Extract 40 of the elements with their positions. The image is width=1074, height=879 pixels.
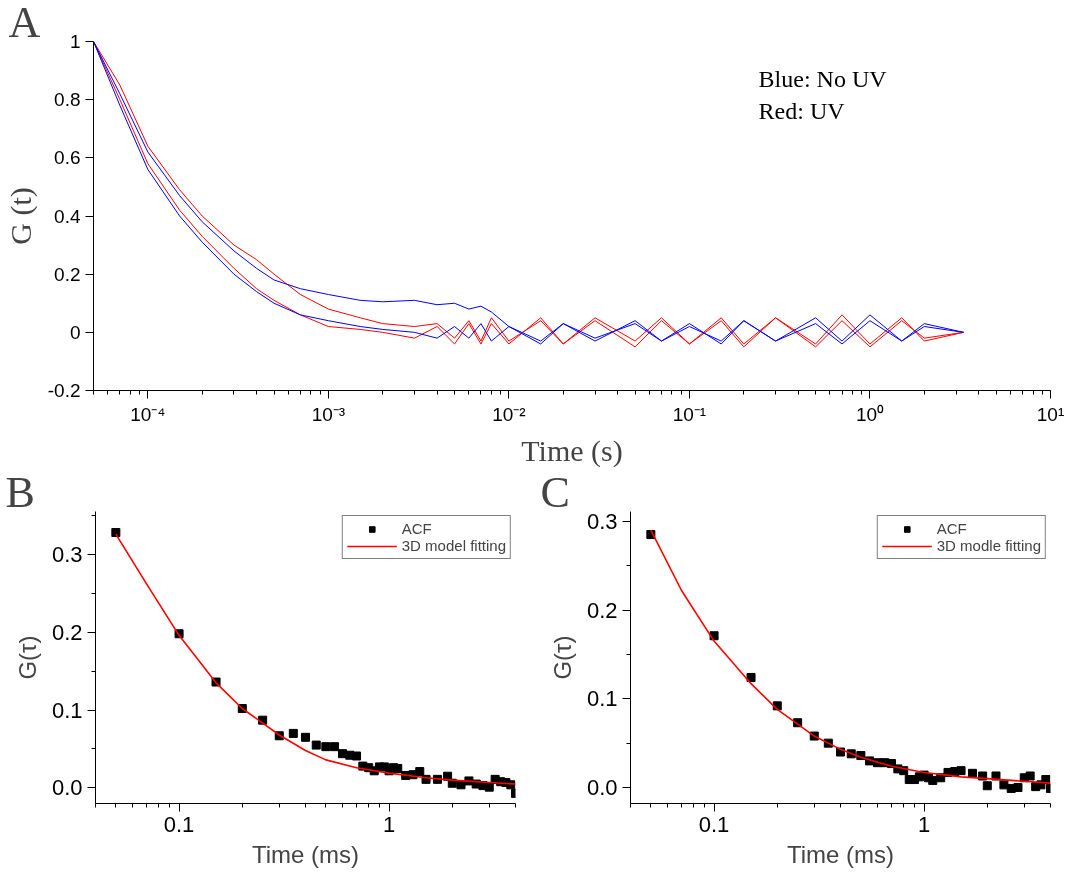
y-tick-label: 0.3	[51, 541, 83, 567]
y-tick-label: 1	[69, 31, 81, 52]
y-tick-label: 0.0	[586, 775, 618, 801]
x-axis-title: Time (ms)	[251, 840, 360, 868]
legend-label: ACF	[936, 520, 967, 537]
y-tick-label: 0.0	[51, 775, 83, 801]
y-tick-label: 0.3	[586, 508, 618, 534]
x-tick-label: 0.1	[698, 811, 730, 837]
y-tick-label: 0	[69, 321, 81, 343]
x-tick-label: 1	[917, 811, 931, 837]
x-tick-label: 10⁻²	[492, 403, 526, 425]
y-tick-label: -0.2	[47, 380, 81, 401]
x-tick-label: 10⁻¹	[672, 403, 707, 425]
x-tick-label: 10⁻⁴	[130, 403, 166, 425]
chart-title: C	[540, 467, 570, 517]
y-tick-label: 0.6	[54, 147, 81, 169]
x-axis-title: Time (ms)	[786, 840, 895, 868]
legend-label: 3D model fitting	[401, 537, 506, 554]
y-tick-label: 0.2	[54, 263, 81, 285]
y-tick-label: 0.2	[586, 597, 618, 623]
y-tick-label: 0.8	[54, 89, 81, 111]
annotation: Blue: No UV	[758, 66, 888, 93]
x-tick-label: 0.1	[163, 811, 195, 837]
x-axis-title: Time (s)	[521, 433, 623, 468]
y-tick-label: 0.4	[54, 205, 81, 227]
y-axis-title: G (t)	[3, 187, 38, 245]
x-tick-label: 10⁰	[855, 403, 885, 425]
y-tick-label: 0.2	[51, 619, 83, 645]
legend-label: 3D modle fitting	[936, 537, 1041, 554]
legend-label: ACF	[401, 520, 432, 537]
annotation: Red: UV	[758, 97, 846, 124]
x-tick-label: 10⁻³	[311, 403, 346, 425]
y-axis-title: G(τ)	[13, 635, 41, 680]
chart-title: A	[8, 0, 41, 47]
chart-title: B	[5, 467, 35, 517]
x-tick-label: 10¹	[1036, 403, 1065, 425]
y-tick-label: 0.1	[51, 697, 83, 723]
y-axis-title: G(τ)	[548, 635, 576, 680]
x-tick-label: 1	[382, 811, 396, 837]
y-tick-label: 0.1	[586, 686, 618, 712]
